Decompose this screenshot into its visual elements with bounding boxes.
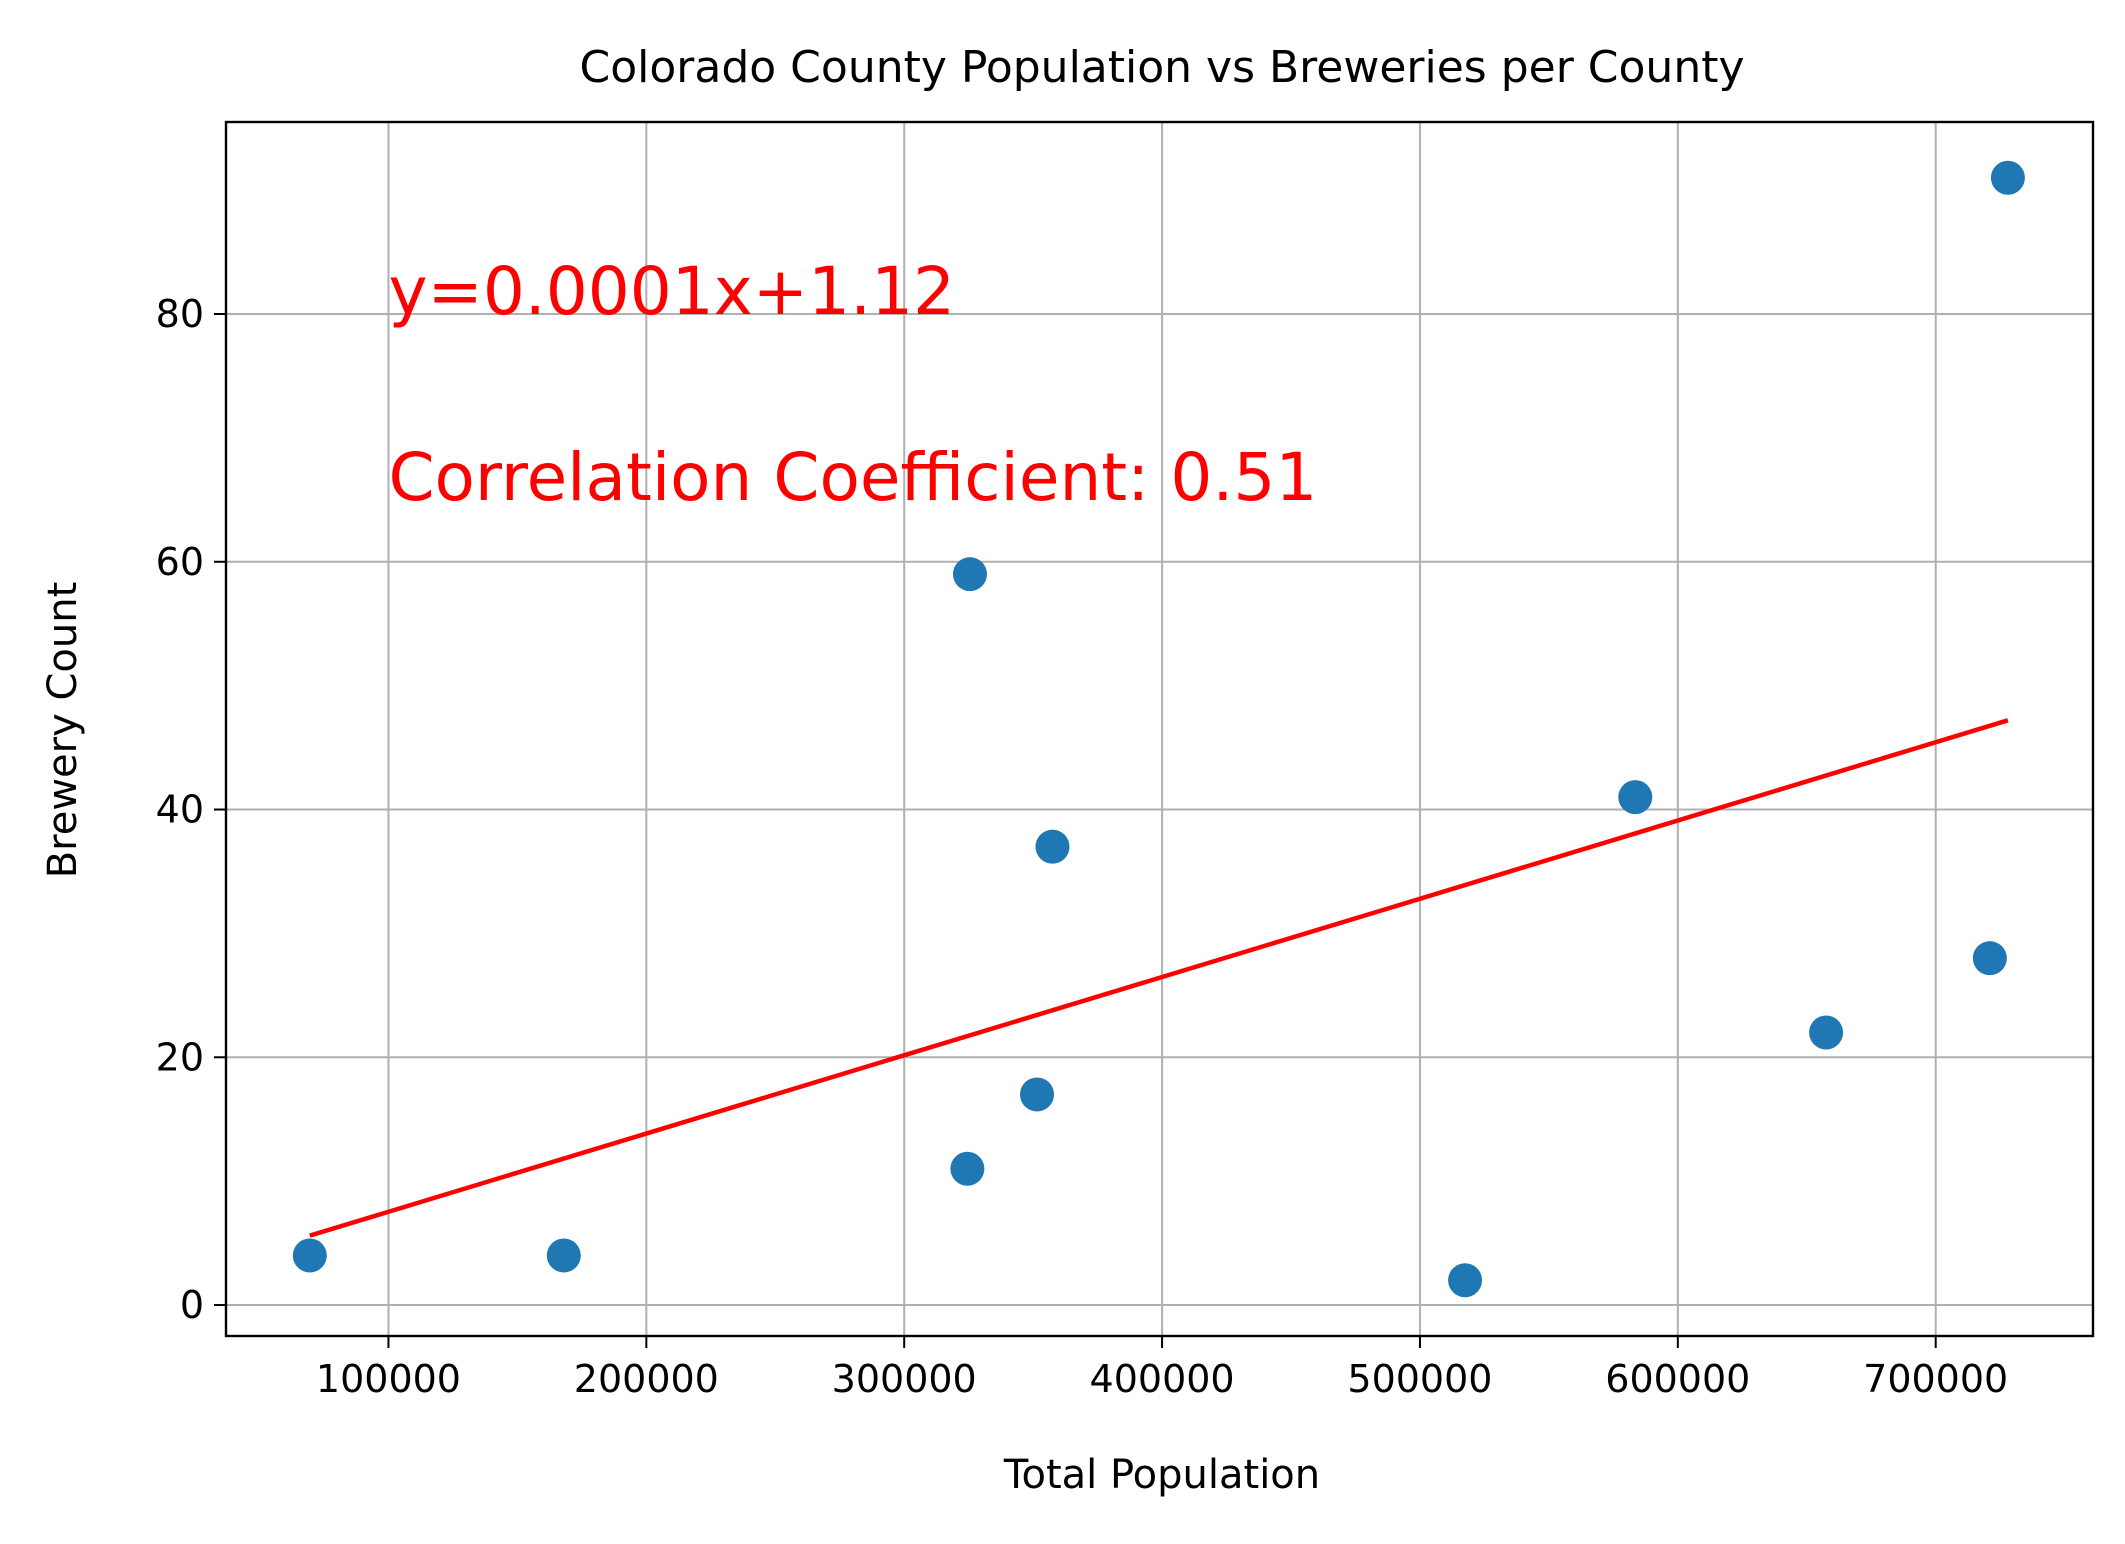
scatter-point xyxy=(546,1238,581,1273)
axis-ticks: 100000 200000 300000 400000 500000 600000 7000… xyxy=(156,292,2009,1401)
x-tick-label: 700000 xyxy=(1863,1357,2008,1401)
x-tick-label: 600000 xyxy=(1605,1357,1750,1401)
y-tick-label: 60 xyxy=(156,540,204,584)
x-tick-label: 300000 xyxy=(832,1357,977,1401)
y-tick-label: 80 xyxy=(156,292,204,336)
scatter-point xyxy=(1618,780,1653,815)
y-tick-label: 0 xyxy=(180,1283,204,1327)
scatter-point xyxy=(1972,941,2007,976)
correlation-annotation: Correlation Coefficient: 0.51 xyxy=(388,439,1317,516)
scatter-point xyxy=(1990,160,2025,195)
regression-equation-annotation: y=0.0001x+1.12 xyxy=(388,253,955,330)
annotations: y=0.0001x+1.12 Correlation Coefficient: 0… xyxy=(388,253,1317,516)
x-axis-label: Total Population xyxy=(1003,1452,1320,1498)
x-tick-label: 500000 xyxy=(1347,1357,1492,1401)
scatter-point xyxy=(1020,1077,1055,1112)
scatter-point xyxy=(1035,829,1070,864)
y-tick-label: 20 xyxy=(156,1035,204,1079)
scatter-points xyxy=(292,160,2025,1298)
scatter-point xyxy=(950,1151,985,1186)
grid-lines xyxy=(226,122,2093,1336)
scatter-point xyxy=(292,1238,327,1273)
chart-title: Colorado County Population vs Breweries … xyxy=(580,42,1745,93)
x-tick-label: 200000 xyxy=(574,1357,719,1401)
scatter-point xyxy=(1448,1263,1483,1298)
regression-line xyxy=(309,718,2009,1238)
y-axis-label: Brewery Count xyxy=(40,582,86,879)
x-tick-label: 100000 xyxy=(316,1357,461,1401)
regression-line-group xyxy=(309,718,2009,1238)
plot-area-frame xyxy=(224,120,2095,1338)
scatter-point xyxy=(1809,1015,1844,1050)
scatter-point xyxy=(952,557,987,592)
y-tick-label: 40 xyxy=(156,788,204,832)
x-tick-label: 400000 xyxy=(1090,1357,1235,1401)
